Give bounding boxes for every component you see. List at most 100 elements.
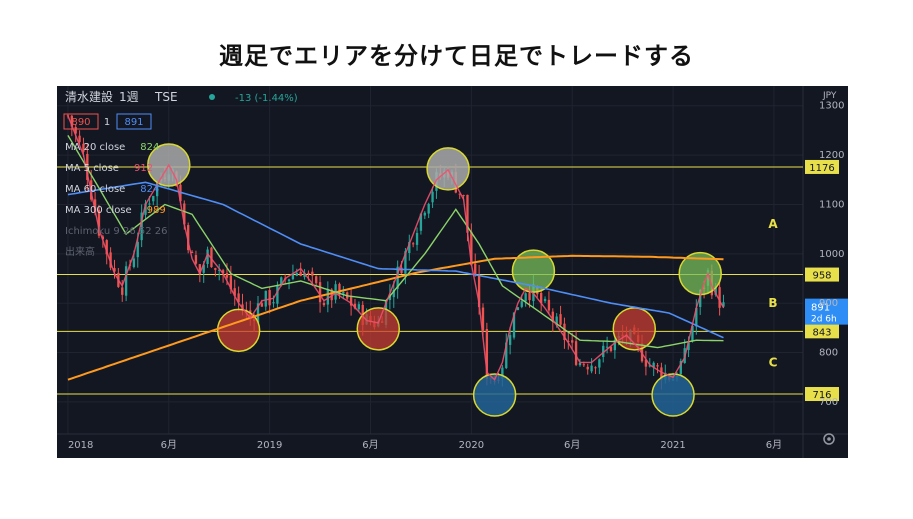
zone-labels: A B C bbox=[768, 217, 778, 369]
green-highlight-circle bbox=[511, 249, 556, 293]
candle-body bbox=[718, 287, 721, 308]
legend-value: 824 bbox=[140, 142, 159, 153]
legend-label: Ichimoku 9 26 52 26 bbox=[65, 226, 168, 237]
change-label: -13 (-1.44%) bbox=[235, 93, 298, 104]
ma5-line bbox=[67, 115, 725, 381]
legend-label: MA 300 close bbox=[65, 205, 132, 216]
candle-body bbox=[594, 367, 597, 369]
candle-body bbox=[218, 269, 221, 271]
candle-body bbox=[516, 307, 520, 311]
legend-value: 912 bbox=[134, 163, 153, 174]
candle-body bbox=[101, 236, 105, 240]
candle-body bbox=[225, 273, 229, 278]
candle-body bbox=[82, 143, 85, 152]
candle-body bbox=[474, 263, 477, 275]
chart-panel[interactable]: 1176 958 843 716 891 2d 6h 700 800 900 1000 1100 1… bbox=[57, 86, 849, 458]
candle-body bbox=[419, 213, 423, 231]
settings-gear-icon[interactable] bbox=[823, 433, 835, 445]
candle-body bbox=[508, 335, 512, 345]
candle-body bbox=[132, 258, 136, 268]
level-tag bbox=[805, 267, 839, 282]
time-tick-label: 6月 bbox=[564, 439, 580, 451]
candle-body bbox=[357, 304, 361, 310]
candle-body bbox=[338, 283, 341, 295]
candle-body bbox=[563, 323, 566, 340]
candle-body bbox=[93, 199, 97, 213]
candle-body bbox=[74, 127, 77, 134]
zone-label: A bbox=[768, 217, 778, 231]
price-tick-label: 700 bbox=[819, 397, 838, 408]
candle-body bbox=[462, 195, 465, 197]
candle-body bbox=[691, 325, 694, 341]
candle-body bbox=[264, 290, 267, 307]
candle-body bbox=[695, 307, 698, 327]
price-tick-label: 1300 bbox=[819, 101, 844, 112]
candle-body bbox=[466, 194, 469, 233]
candle-body bbox=[237, 293, 240, 303]
candle-body bbox=[644, 359, 648, 367]
candle-body bbox=[571, 340, 574, 343]
candle-body bbox=[194, 255, 198, 264]
legend-value: 989 bbox=[147, 205, 166, 216]
level-tag-label: 716 bbox=[812, 390, 831, 401]
candle-body bbox=[543, 298, 547, 302]
candle-body bbox=[206, 249, 209, 264]
candle-body bbox=[70, 115, 73, 127]
candle-body bbox=[551, 311, 554, 322]
slide-title: 週足でエリアを分けて日足でトレードする bbox=[219, 42, 694, 70]
price-tick-label: 900 bbox=[819, 298, 838, 309]
candle-body bbox=[528, 292, 531, 301]
currency-label: JPY bbox=[822, 91, 837, 101]
market-status-icon bbox=[209, 94, 215, 100]
candle-body bbox=[214, 268, 217, 270]
grid bbox=[57, 86, 848, 458]
candle-body bbox=[140, 212, 143, 241]
level-tag bbox=[805, 159, 839, 174]
candle-body bbox=[505, 342, 508, 369]
candle-body bbox=[256, 303, 260, 323]
candle-body bbox=[295, 272, 298, 276]
ma60-line bbox=[67, 181, 724, 339]
candle-body bbox=[687, 342, 690, 351]
candle-body bbox=[268, 290, 271, 306]
buy-button[interactable] bbox=[116, 113, 152, 130]
candle-body bbox=[574, 341, 578, 365]
candle-body bbox=[121, 287, 124, 295]
time-tick-label: 2018 bbox=[68, 440, 93, 451]
candle-body bbox=[229, 275, 233, 290]
time-axis: 2018 6月 2019 6月 2020 6月 2021 6月 bbox=[68, 439, 782, 451]
quantity: 1 bbox=[104, 117, 110, 128]
interval-label[interactable]: 1週 bbox=[119, 90, 139, 104]
candle-body bbox=[547, 299, 551, 311]
candle-body bbox=[190, 251, 194, 254]
candle-body bbox=[660, 367, 663, 380]
ma20-line bbox=[67, 135, 724, 349]
price-tick-label: 1000 bbox=[819, 249, 844, 260]
level-tag-label: 1176 bbox=[809, 163, 834, 174]
candle-body bbox=[307, 272, 310, 274]
candle-body bbox=[431, 191, 434, 203]
legend-label: MA 60 close bbox=[65, 184, 125, 195]
candle-body bbox=[656, 365, 659, 367]
level-tag-label: 843 bbox=[812, 327, 831, 338]
candle-body bbox=[388, 294, 392, 300]
candle-body bbox=[477, 274, 481, 308]
candle-body bbox=[582, 364, 586, 366]
candle-body bbox=[322, 302, 326, 306]
blue-highlight-circle bbox=[651, 373, 695, 417]
candle-body bbox=[605, 346, 609, 348]
candle-body bbox=[287, 279, 291, 282]
ask-price: 891 bbox=[124, 117, 143, 128]
time-tick-label: 6月 bbox=[161, 439, 177, 451]
candle-body bbox=[400, 267, 403, 274]
price-tick-label: 800 bbox=[819, 348, 838, 359]
candle-body bbox=[578, 363, 582, 366]
candle-body bbox=[155, 183, 159, 197]
candle-body bbox=[699, 289, 702, 307]
candle-body bbox=[109, 252, 112, 268]
candle-body bbox=[202, 264, 205, 273]
candle-body bbox=[423, 212, 426, 216]
sell-button[interactable] bbox=[63, 113, 99, 130]
